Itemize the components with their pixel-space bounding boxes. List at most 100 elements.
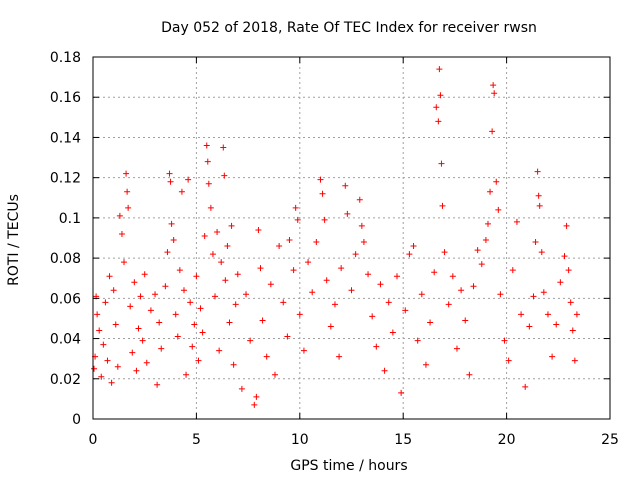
data-point [495, 206, 502, 213]
data-point [127, 303, 134, 310]
data-point [147, 307, 154, 314]
data-point [348, 287, 355, 294]
data-point [230, 361, 237, 368]
data-point [158, 345, 165, 352]
data-point [573, 311, 580, 318]
data-point [436, 66, 443, 73]
data-point [257, 265, 264, 272]
x-tick-label: 5 [192, 432, 201, 448]
data-point [195, 357, 202, 364]
data-point [243, 291, 250, 298]
data-point [203, 142, 210, 149]
data-point [168, 220, 175, 227]
data-point [358, 222, 365, 229]
data-point [414, 337, 421, 344]
data-point [381, 367, 388, 374]
data-point [406, 251, 413, 258]
y-tick-label: 0.14 [50, 130, 81, 146]
data-point [553, 321, 560, 328]
data-point [567, 299, 574, 306]
data-point [170, 237, 177, 244]
data-point [178, 188, 185, 195]
data-point [280, 299, 287, 306]
data-point [389, 329, 396, 336]
data-point [563, 222, 570, 229]
data-point [470, 283, 477, 290]
data-point [172, 311, 179, 318]
data-point [493, 178, 500, 185]
data-point [377, 281, 384, 288]
grid-lines [93, 57, 610, 419]
data-point [484, 220, 491, 227]
data-point [133, 367, 140, 374]
data-point [549, 353, 556, 360]
y-tick-label: 0 [72, 412, 81, 428]
data-point [535, 192, 542, 199]
data-point [518, 311, 525, 318]
data-point [296, 311, 303, 318]
data-point [321, 216, 328, 223]
data-point [221, 172, 228, 179]
data-point [199, 329, 206, 336]
data-point [487, 188, 494, 195]
data-point [398, 389, 405, 396]
data-point [526, 323, 533, 330]
data-point [187, 299, 194, 306]
data-point [365, 271, 372, 278]
data-point [139, 337, 146, 344]
data-point [544, 311, 551, 318]
data-point [238, 385, 245, 392]
y-tick-label: 0.06 [50, 291, 81, 307]
data-point [536, 202, 543, 209]
data-point [259, 317, 266, 324]
data-point [501, 337, 508, 344]
data-point [305, 259, 312, 266]
data-point [156, 319, 163, 326]
data-point [174, 333, 181, 340]
data-point [352, 251, 359, 258]
y-tick-label: 0.18 [50, 50, 81, 66]
data-point [106, 273, 113, 280]
data-point [118, 230, 125, 237]
data-point [218, 259, 225, 266]
data-point [207, 204, 214, 211]
data-point [220, 144, 227, 151]
data-point [286, 237, 293, 244]
y-tick-label: 0.16 [50, 90, 81, 106]
data-point [98, 373, 105, 380]
data-point [180, 287, 187, 294]
data-point [201, 232, 208, 239]
data-point [110, 287, 117, 294]
data-point [393, 273, 400, 280]
data-point [204, 158, 211, 165]
data-point [108, 379, 115, 386]
x-axis-ticks: 0 5 10 15 20 25 [89, 57, 619, 448]
data-point [152, 291, 159, 298]
x-axis-title: GPS time / hours [290, 458, 407, 474]
data-point [356, 196, 363, 203]
data-point [327, 323, 334, 330]
data-point [114, 363, 121, 370]
data-point [205, 180, 212, 187]
data-point [183, 371, 190, 378]
data-point [458, 287, 465, 294]
data-point [143, 359, 150, 366]
data-point [247, 337, 254, 344]
data-point [251, 401, 258, 408]
data-point [569, 327, 576, 334]
data-point [385, 299, 392, 306]
data-point [234, 271, 241, 278]
data-point [422, 361, 429, 368]
y-tick-label: 0.1 [59, 211, 81, 227]
data-point [191, 321, 198, 328]
data-point [490, 82, 497, 89]
data-point [232, 301, 239, 308]
x-tick-label: 15 [394, 432, 412, 448]
data-point [466, 371, 473, 378]
data-point [267, 281, 274, 288]
data-point [253, 393, 260, 400]
data-point [212, 293, 219, 300]
data-point [445, 301, 452, 308]
data-point [189, 343, 196, 350]
